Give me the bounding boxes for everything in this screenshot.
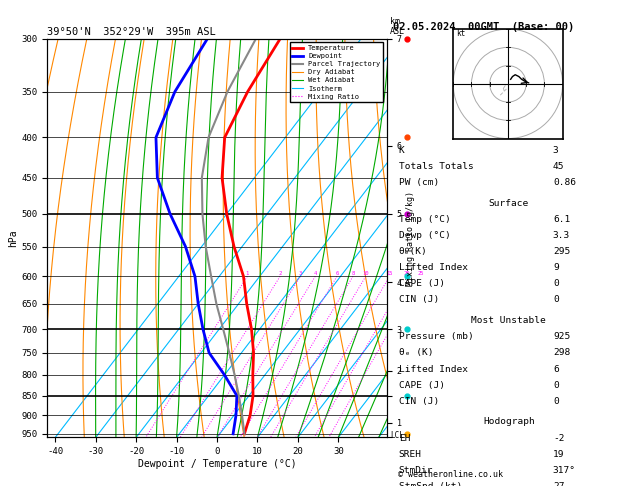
Text: 9: 9 (553, 263, 559, 273)
Y-axis label: hPa: hPa (9, 229, 18, 247)
Text: CIN (J): CIN (J) (399, 397, 439, 406)
Text: CAPE (J): CAPE (J) (399, 279, 445, 289)
Text: 02.05.2024  00GMT  (Base: 00): 02.05.2024 00GMT (Base: 00) (393, 22, 574, 32)
Text: θₑ(K): θₑ(K) (399, 247, 428, 257)
Text: 25: 25 (418, 271, 424, 277)
Text: Totals Totals: Totals Totals (399, 162, 474, 172)
Text: kt: kt (456, 30, 465, 38)
Text: Hodograph: Hodograph (483, 417, 535, 427)
Text: EH: EH (399, 434, 410, 443)
Text: 15: 15 (386, 271, 392, 277)
Text: Temp (°C): Temp (°C) (399, 215, 450, 225)
Text: 8: 8 (352, 271, 355, 277)
Text: 0: 0 (553, 397, 559, 406)
Text: 0: 0 (553, 279, 559, 289)
Text: Lifted Index: Lifted Index (399, 364, 468, 374)
Text: 2: 2 (279, 271, 282, 277)
Text: 27: 27 (553, 482, 564, 486)
Text: 10: 10 (362, 271, 369, 277)
Text: 1: 1 (246, 271, 249, 277)
Text: 20: 20 (404, 271, 410, 277)
Legend: Temperature, Dewpoint, Parcel Trajectory, Dry Adiabat, Wet Adiabat, Isotherm, Mi: Temperature, Dewpoint, Parcel Trajectory… (289, 42, 383, 103)
Text: θₑ (K): θₑ (K) (399, 348, 433, 358)
Text: 317°: 317° (553, 466, 576, 475)
Text: 3: 3 (553, 146, 559, 156)
Text: 295: 295 (553, 247, 570, 257)
Text: LCL: LCL (390, 431, 404, 440)
Text: 45: 45 (553, 162, 564, 172)
Text: 6.1: 6.1 (553, 215, 570, 225)
Text: StmSpd (kt): StmSpd (kt) (399, 482, 462, 486)
Text: km
ASL: km ASL (390, 17, 405, 36)
Text: Mixing Ratio (g/kg): Mixing Ratio (g/kg) (406, 191, 415, 286)
Text: Dewp (°C): Dewp (°C) (399, 231, 450, 241)
X-axis label: Dewpoint / Temperature (°C): Dewpoint / Temperature (°C) (138, 459, 296, 469)
Text: 3: 3 (299, 271, 302, 277)
Text: 6: 6 (335, 271, 338, 277)
Text: CIN (J): CIN (J) (399, 295, 439, 305)
Text: 0: 0 (553, 381, 559, 390)
Text: -2: -2 (553, 434, 564, 443)
Text: SREH: SREH (399, 450, 422, 459)
Text: StmDir: StmDir (399, 466, 433, 475)
Text: 0: 0 (553, 295, 559, 305)
Text: PW (cm): PW (cm) (399, 178, 439, 188)
Text: 19: 19 (553, 450, 564, 459)
Text: Pressure (mb): Pressure (mb) (399, 332, 474, 342)
Text: CAPE (J): CAPE (J) (399, 381, 445, 390)
Text: Most Unstable: Most Unstable (472, 316, 546, 326)
Text: © weatheronline.co.uk: © weatheronline.co.uk (398, 470, 503, 479)
Text: Lifted Index: Lifted Index (399, 263, 468, 273)
Text: Surface: Surface (489, 199, 529, 208)
Text: K: K (399, 146, 404, 156)
Text: 925: 925 (553, 332, 570, 342)
Text: 0.86: 0.86 (553, 178, 576, 188)
Text: 4: 4 (314, 271, 317, 277)
Text: 3.3: 3.3 (553, 231, 570, 241)
Text: 298: 298 (553, 348, 570, 358)
Text: 6: 6 (553, 364, 559, 374)
Text: 39°50'N  352°29'W  395m ASL: 39°50'N 352°29'W 395m ASL (47, 27, 216, 37)
